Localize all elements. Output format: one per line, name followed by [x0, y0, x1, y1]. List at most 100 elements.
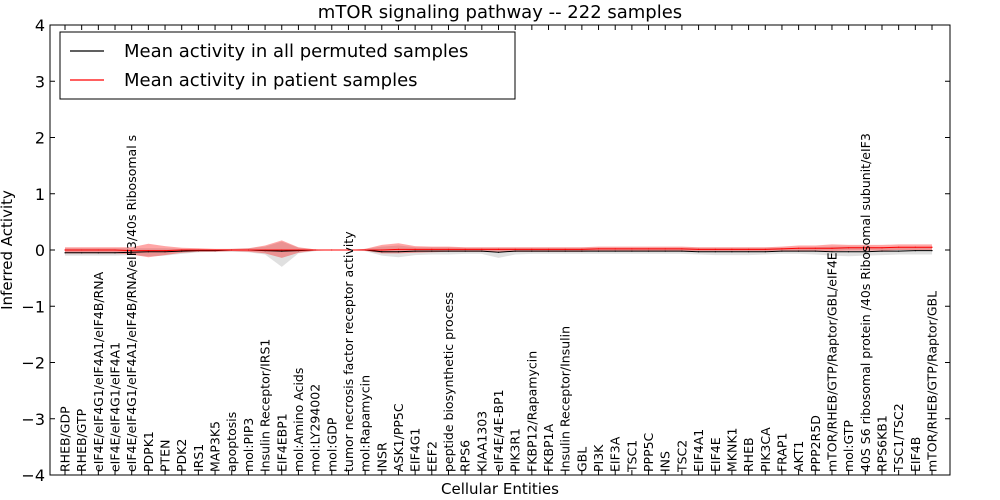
data-point — [597, 248, 600, 250]
data-point — [281, 250, 283, 252]
data-point — [681, 250, 683, 252]
data-point — [698, 251, 700, 253]
data-point — [781, 250, 783, 252]
data-point — [914, 250, 916, 252]
x-tick-label: PTEN — [158, 440, 173, 472]
x-tick-label: AKT1 — [791, 441, 806, 472]
x-tick-label: RHEB/GDP — [58, 406, 73, 472]
data-point — [681, 248, 683, 250]
x-tick-label: TSC1 — [624, 440, 639, 473]
data-point — [264, 249, 266, 251]
data-point — [64, 252, 66, 254]
x-tick-label: GBL — [574, 447, 589, 472]
x-tick-label: PI3K — [591, 444, 606, 472]
data-point — [414, 250, 416, 252]
data-point — [848, 247, 850, 249]
data-point — [748, 248, 750, 250]
data-point — [364, 249, 366, 251]
data-point — [831, 247, 833, 249]
data-point — [397, 251, 400, 253]
x-tick-label: eIF4E/eIF4G1/eIF4A1 — [108, 342, 123, 472]
x-tick-label: ASK1/PP5C — [391, 403, 406, 472]
data-point — [814, 247, 816, 249]
x-tick-label: TSC1/TSC2 — [891, 403, 906, 473]
data-point — [714, 248, 716, 250]
x-tick-label: RPS6 — [458, 440, 473, 472]
legend-label-patient: Mean activity in patient samples — [124, 70, 418, 91]
x-tick-label: EIF4EBP1 — [274, 413, 289, 472]
data-point — [881, 250, 883, 252]
data-point — [531, 250, 533, 252]
chart-title: mTOR signaling pathway -- 222 samples — [318, 2, 682, 23]
data-point — [798, 247, 800, 249]
data-point — [331, 249, 333, 251]
data-point — [81, 249, 83, 251]
x-tick-label: Insulin Receptor/IRS1 — [258, 339, 273, 472]
data-point — [347, 249, 349, 251]
data-point — [914, 246, 916, 248]
data-point — [798, 250, 800, 252]
data-point — [564, 248, 566, 250]
x-tick-label: FRAP1 — [774, 433, 789, 472]
data-point — [81, 252, 83, 254]
data-point — [131, 250, 133, 252]
x-tick-label: mTOR/RHEB/GTP/Raptor/GBL — [925, 291, 940, 472]
data-point — [431, 248, 433, 250]
x-tick-label: eIF4E/4E-BP1 — [491, 389, 506, 472]
data-point — [397, 248, 400, 250]
x-tick-label: RHEB — [741, 437, 756, 472]
y-tick-label: 2 — [35, 129, 45, 148]
data-point — [147, 251, 149, 253]
x-tick-label: TSC2 — [674, 440, 689, 473]
x-tick-label: MKNK1 — [724, 428, 739, 472]
x-tick-label: PDK2 — [174, 439, 189, 472]
data-point — [648, 250, 650, 252]
x-tick-label: mol:GDP — [324, 417, 339, 472]
x-tick-label: Insulin Receptor/Insulin — [558, 326, 573, 472]
x-tick-label: eIF4E/eIF4G1/eIF4A1/eIF4B/RNA — [91, 271, 106, 472]
data-point — [481, 250, 483, 252]
data-point — [181, 250, 183, 252]
data-point — [581, 248, 583, 250]
legend: Mean activity in all permuted samples Me… — [59, 31, 516, 100]
data-point — [631, 250, 633, 252]
data-point — [514, 250, 516, 252]
data-point — [381, 249, 383, 251]
x-tick-label: mol:PIP3 — [241, 418, 256, 472]
data-point — [781, 248, 783, 250]
x-tick-label: eIF4E/eIF4G1/eIF4A1/eIF4B/RNA/eIF3/40s R… — [124, 135, 139, 472]
data-point — [597, 250, 600, 252]
x-tick-label: EIF4G1 — [408, 428, 423, 472]
data-point — [581, 250, 583, 252]
data-point — [297, 249, 299, 251]
data-point — [131, 251, 133, 253]
data-point — [497, 248, 500, 250]
data-point — [664, 248, 666, 250]
band-series-0 — [65, 241, 932, 267]
y-tick-label: −2 — [21, 354, 45, 373]
data-point — [164, 250, 166, 252]
x-tick-label: mol:LY294002 — [308, 384, 323, 472]
y-tick-label: 3 — [35, 72, 45, 91]
legend-box — [59, 31, 516, 100]
data-point — [481, 248, 483, 250]
data-point — [698, 248, 700, 250]
data-point — [464, 250, 466, 252]
x-tick-label: EIF4B — [908, 437, 923, 472]
data-point — [247, 249, 249, 251]
data-point — [314, 249, 316, 251]
data-point — [931, 246, 933, 248]
data-point — [931, 250, 933, 252]
data-point — [864, 247, 866, 249]
y-tick-label: 1 — [35, 185, 45, 204]
data-point — [764, 251, 766, 253]
data-point — [831, 251, 833, 253]
x-tick-label: MAP3K5 — [208, 421, 223, 472]
data-point — [147, 250, 149, 252]
x-tick-label: apoptosis — [224, 412, 239, 472]
data-point — [547, 250, 550, 252]
x-tick-label: 40S S6 ribosomal protein /40s Ribosomal … — [858, 133, 873, 472]
data-point — [231, 249, 233, 251]
data-point — [214, 249, 216, 251]
data-point — [64, 249, 66, 251]
